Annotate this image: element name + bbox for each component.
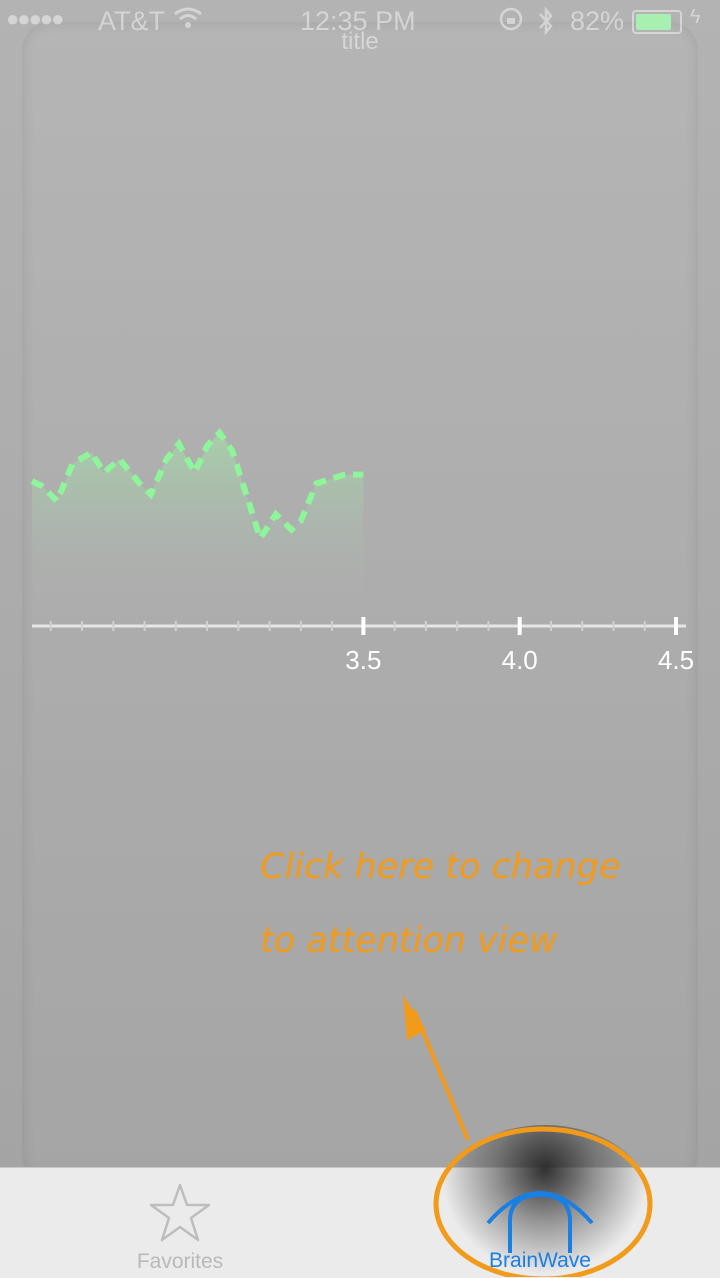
annotation-line-1: Click here to change (260, 830, 700, 904)
annotation-callout: Click here to change to attention view (260, 830, 700, 978)
star-icon (148, 1182, 212, 1244)
tab-favorites-label: Favorites (70, 1250, 290, 1274)
tab-brainwave-label: BrainWave (430, 1249, 650, 1273)
brainwave-chart: 3.5 4.0 4.5 (0, 0, 720, 720)
tab-favorites[interactable]: Favorites (70, 1168, 290, 1278)
tab-brainwave[interactable]: BrainWave (430, 1167, 650, 1277)
annotation-line-2: to attention view (260, 904, 700, 978)
x-tick-label: 4.0 (502, 645, 538, 675)
arch-icon (482, 1173, 598, 1255)
x-tick-label: 4.5 (658, 645, 694, 675)
x-tick-label: 3.5 (345, 645, 381, 675)
